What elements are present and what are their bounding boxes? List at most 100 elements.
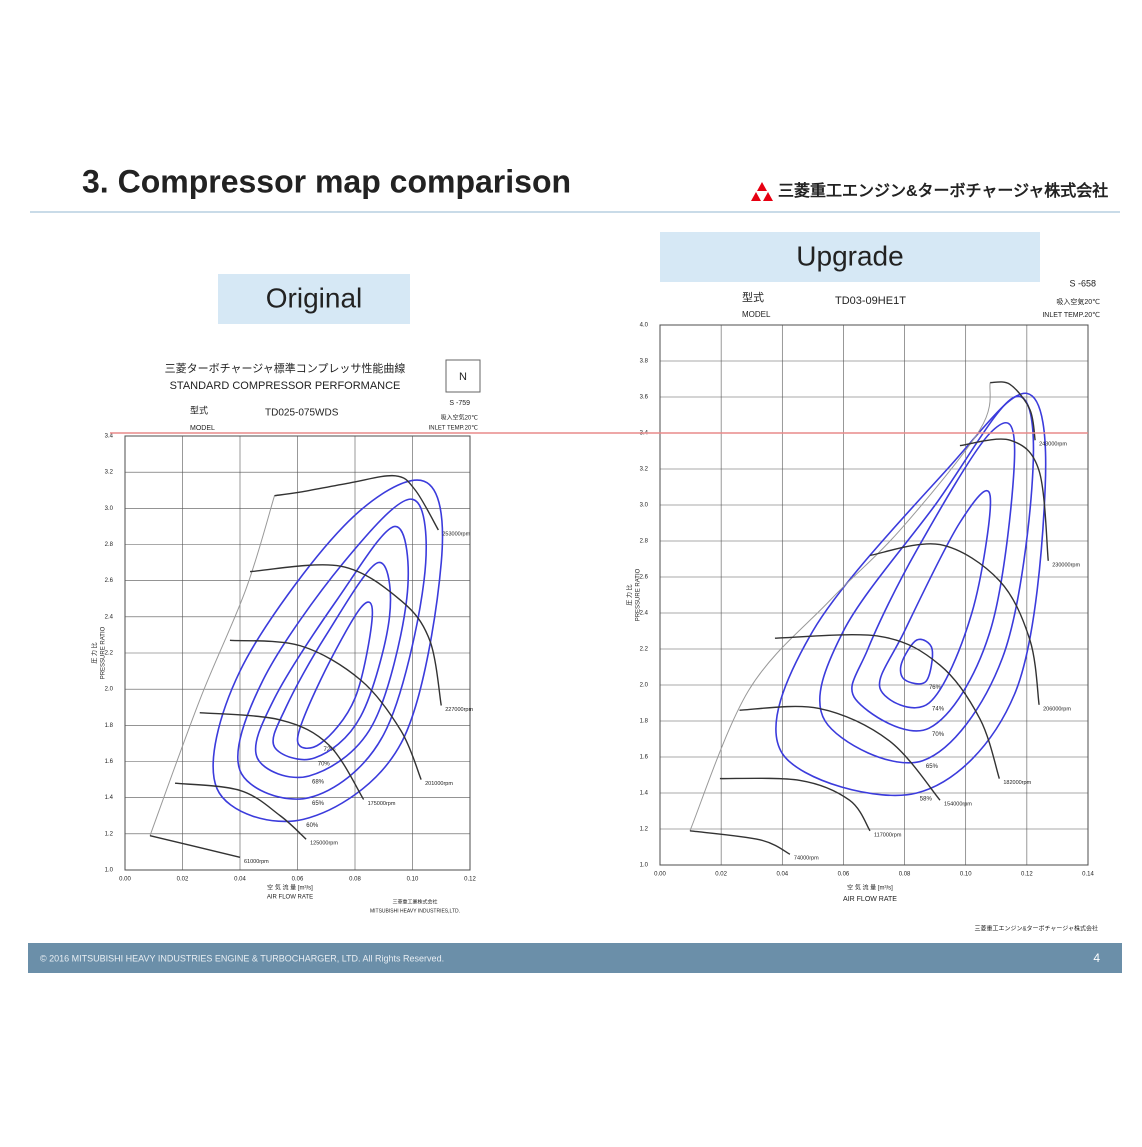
speed-label: 230000rpm	[1052, 562, 1080, 568]
island-label: 70%	[932, 732, 945, 738]
badge: N	[459, 371, 467, 383]
efficiency-island	[236, 498, 427, 800]
speed-line	[149, 834, 241, 859]
island-label: 70%	[318, 761, 331, 767]
subtitle: STANDARD COMPRESSOR PERFORMANCE	[170, 380, 401, 392]
x-tick-label: 0.04	[234, 877, 246, 883]
speed-label: 125000rpm	[310, 841, 338, 847]
efficiency-island	[851, 422, 1016, 732]
panel-label: Original	[266, 282, 362, 313]
x-label-jp: 空 気 流 量 [m³/s]	[847, 884, 893, 892]
speed-label: 201000rpm	[425, 781, 453, 787]
y-tick-label: 1.2	[105, 831, 114, 837]
island-label: 68%	[312, 780, 325, 786]
model: TD03-09HE1T	[835, 295, 906, 307]
island-label: 76%	[929, 685, 942, 691]
panel-label-box	[218, 274, 410, 324]
y-tick-label: 3.0	[105, 506, 114, 512]
speed-line	[719, 777, 871, 832]
model-label-jp: 型式	[190, 404, 208, 415]
x-label: AIR FLOW RATE	[843, 896, 897, 903]
model-label: MODEL	[742, 310, 771, 319]
panel-label-box	[660, 232, 1040, 282]
speed-line	[199, 711, 365, 800]
y-tick-label: 1.8	[640, 719, 649, 725]
y-tick-label: 2.0	[640, 683, 649, 689]
y-tick-label: 1.2	[640, 827, 649, 833]
logo	[763, 192, 773, 201]
model-label: MODEL	[190, 425, 215, 432]
speed-line	[250, 564, 442, 706]
speed-line	[174, 782, 307, 840]
y-tick-label: 4.0	[640, 323, 649, 329]
badge-box	[445, 359, 481, 393]
speed-label: 182000rpm	[1003, 780, 1031, 786]
island-label: 65%	[926, 764, 939, 770]
slide-title: 3. Compressor map comparison	[82, 163, 571, 199]
x-tick-label: 0.14	[1082, 872, 1094, 878]
x-tick-label: 0.12	[464, 877, 476, 883]
x-tick-label: 0.08	[349, 877, 361, 883]
y-tick-label: 1.8	[105, 723, 114, 729]
y-tick-label: 1.6	[640, 755, 649, 761]
efficiency-island	[212, 479, 444, 823]
speed-line	[274, 474, 439, 531]
x-tick-label: 0.00	[119, 877, 131, 883]
x-tick-label: 0.06	[838, 872, 850, 878]
company-name: 三菱重工エンジン&ターボチャージャ株式会社	[778, 181, 1108, 200]
company-small: 三菱重工エンジン&ターボチャージャ株式会社	[974, 925, 1098, 933]
y-tick-label: 2.8	[640, 539, 649, 545]
y-axis-label: 圧 力 比	[626, 584, 634, 605]
panel-label: Upgrade	[796, 240, 903, 271]
sheet: S -759	[449, 400, 470, 407]
x-tick-label: 0.10	[407, 877, 419, 883]
x-tick-label: 0.12	[1021, 872, 1033, 878]
maker-jp: 三菱重工業株式会社	[392, 898, 437, 905]
speed-label: 253000rpm	[442, 531, 470, 537]
inlet: INLET TEMP.20℃	[1042, 312, 1100, 319]
speed-line	[990, 381, 1036, 441]
title: 三菱ターボチャージャ標準コンプレッサ性能曲線	[165, 361, 406, 375]
speed-label: 154000rpm	[944, 802, 972, 808]
speed-label: 117000rpm	[874, 832, 902, 838]
y-tick-label: 2.2	[105, 651, 114, 657]
logo	[757, 182, 767, 191]
efficiency-island	[899, 638, 934, 685]
speed-line	[774, 634, 1001, 779]
y-tick-label: 1.0	[105, 868, 114, 874]
y-tick-label: 1.4	[105, 795, 114, 801]
inlet-jp: 吸入空気20℃	[1056, 297, 1100, 306]
y-tick-label: 2.2	[640, 647, 649, 653]
y-tick-label: 2.8	[105, 542, 114, 548]
speed-line	[689, 830, 791, 855]
x-tick-label: 0.02	[177, 877, 189, 883]
speed-line	[229, 639, 422, 780]
y-tick-label: 3.6	[640, 395, 649, 401]
y-axis-label: PRESSURE RATIO	[636, 568, 642, 621]
efficiency-island	[272, 561, 392, 761]
speed-line	[869, 543, 1040, 705]
inlet-jp: 吸入空気20℃	[441, 414, 479, 422]
efficiency-island	[818, 395, 1035, 764]
y-tick-label: 1.0	[640, 863, 649, 869]
speed-label: 227000rpm	[445, 707, 473, 713]
y-tick-label: 2.4	[640, 611, 649, 617]
y-tick-label: 3.8	[640, 359, 649, 365]
y-tick-label: 2.4	[105, 614, 114, 620]
efficiency-island	[775, 392, 1047, 797]
y-tick-label: 3.4	[105, 434, 114, 440]
surge-line	[149, 495, 275, 836]
x-tick-label: 0.02	[715, 872, 727, 878]
x-tick-label: 0.00	[654, 872, 666, 878]
x-tick-label: 0.04	[776, 872, 788, 878]
speed-label: 74000rpm	[794, 856, 819, 862]
model-label-jp: 型式	[742, 290, 764, 304]
model: TD025-075WDS	[265, 408, 339, 419]
y-tick-label: 3.2	[105, 470, 114, 476]
y-axis-label: 圧 力 比	[91, 642, 99, 663]
speed-line	[739, 705, 941, 801]
x-tick-label: 0.08	[899, 872, 911, 878]
speed-label: 243000rpm	[1039, 442, 1067, 448]
